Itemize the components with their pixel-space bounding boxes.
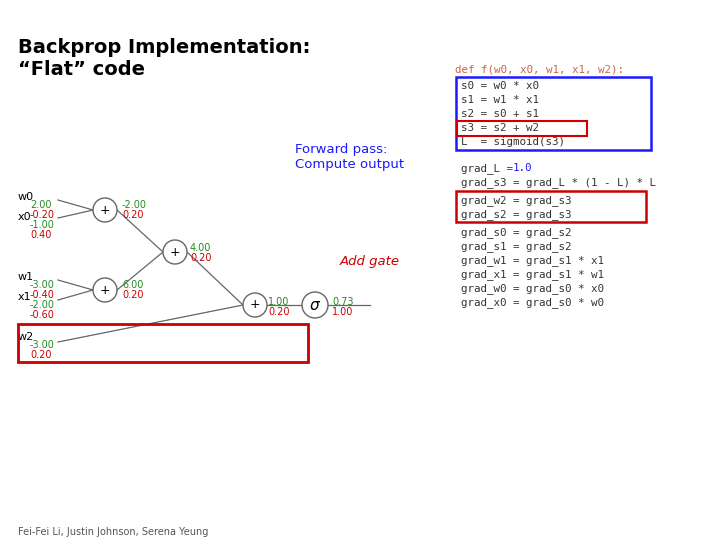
Bar bbox=[456, 77, 651, 150]
Text: 0.20: 0.20 bbox=[122, 290, 143, 300]
Text: s3 = s2 + w2: s3 = s2 + w2 bbox=[461, 123, 539, 133]
Text: -0.60: -0.60 bbox=[30, 310, 55, 320]
Text: 4.00: 4.00 bbox=[190, 243, 212, 253]
Text: Fei-Fei Li, Justin Johnson, Serena Yeung: Fei-Fei Li, Justin Johnson, Serena Yeung bbox=[18, 527, 208, 537]
Text: x0: x0 bbox=[18, 212, 32, 222]
Text: grad_s3 = grad_L * (1 - L) * L: grad_s3 = grad_L * (1 - L) * L bbox=[461, 177, 656, 188]
Text: 0.40: 0.40 bbox=[30, 230, 51, 240]
Text: x1: x1 bbox=[18, 292, 32, 302]
Text: grad_x0 = grad_s0 * w0: grad_x0 = grad_s0 * w0 bbox=[461, 297, 604, 308]
Text: 2.00: 2.00 bbox=[30, 200, 52, 210]
Text: Add gate: Add gate bbox=[340, 255, 400, 268]
Text: s0 = w0 * x0: s0 = w0 * x0 bbox=[461, 81, 539, 91]
Bar bbox=[18, 324, 308, 362]
Circle shape bbox=[93, 198, 117, 222]
Text: -1.00: -1.00 bbox=[30, 220, 55, 230]
Text: L  = sigmoid(s3): L = sigmoid(s3) bbox=[461, 137, 565, 147]
Text: 0.20: 0.20 bbox=[268, 307, 289, 317]
Text: 0.20: 0.20 bbox=[30, 350, 52, 360]
Text: s1 = w1 * x1: s1 = w1 * x1 bbox=[461, 95, 539, 105]
Text: grad_x1 = grad_s1 * w1: grad_x1 = grad_s1 * w1 bbox=[461, 269, 604, 280]
Text: grad_s2 = grad_s3: grad_s2 = grad_s3 bbox=[461, 209, 572, 220]
Text: grad_s0 = grad_s2: grad_s0 = grad_s2 bbox=[461, 227, 572, 238]
Text: -2.00: -2.00 bbox=[30, 300, 55, 310]
Text: +: + bbox=[99, 284, 110, 296]
Text: +: + bbox=[99, 204, 110, 217]
Text: 0.20: 0.20 bbox=[190, 253, 212, 263]
Bar bbox=[457, 121, 587, 136]
Text: grad_w0 = grad_s0 * x0: grad_w0 = grad_s0 * x0 bbox=[461, 283, 604, 294]
Text: grad_s1 = grad_s2: grad_s1 = grad_s2 bbox=[461, 241, 572, 252]
Text: grad_L =: grad_L = bbox=[461, 163, 520, 174]
Text: +: + bbox=[250, 299, 261, 312]
Text: 1.0: 1.0 bbox=[513, 163, 533, 173]
Text: grad_w1 = grad_s1 * x1: grad_w1 = grad_s1 * x1 bbox=[461, 255, 604, 266]
Text: -3.00: -3.00 bbox=[30, 280, 55, 290]
Text: Compute output: Compute output bbox=[295, 158, 404, 171]
Text: -0.40: -0.40 bbox=[30, 290, 55, 300]
Text: grad_w2 = grad_s3: grad_w2 = grad_s3 bbox=[461, 195, 572, 206]
Circle shape bbox=[302, 292, 328, 318]
Text: 1.00: 1.00 bbox=[332, 307, 354, 317]
Text: 0.20: 0.20 bbox=[122, 210, 143, 220]
Text: $\sigma$: $\sigma$ bbox=[309, 298, 321, 313]
Text: w0: w0 bbox=[18, 192, 34, 202]
Text: s2 = s0 + s1: s2 = s0 + s1 bbox=[461, 109, 539, 119]
Text: -2.00: -2.00 bbox=[122, 200, 147, 210]
Text: +: + bbox=[170, 246, 180, 259]
Text: -0.20: -0.20 bbox=[30, 210, 55, 220]
Bar bbox=[456, 191, 646, 222]
Text: 6.00: 6.00 bbox=[122, 280, 143, 290]
Circle shape bbox=[163, 240, 187, 264]
Text: Backprop Implementation:: Backprop Implementation: bbox=[18, 38, 310, 57]
Circle shape bbox=[93, 278, 117, 302]
Text: “Flat” code: “Flat” code bbox=[18, 60, 145, 79]
Text: 0.73: 0.73 bbox=[332, 297, 354, 307]
Text: 1.00: 1.00 bbox=[268, 297, 289, 307]
Text: Forward pass:: Forward pass: bbox=[295, 143, 387, 156]
Text: def f(w0, x0, w1, x1, w2):: def f(w0, x0, w1, x1, w2): bbox=[455, 65, 624, 75]
Text: -3.00: -3.00 bbox=[30, 340, 55, 350]
Circle shape bbox=[243, 293, 267, 317]
Text: w1: w1 bbox=[18, 272, 34, 282]
Text: w2: w2 bbox=[18, 332, 35, 342]
